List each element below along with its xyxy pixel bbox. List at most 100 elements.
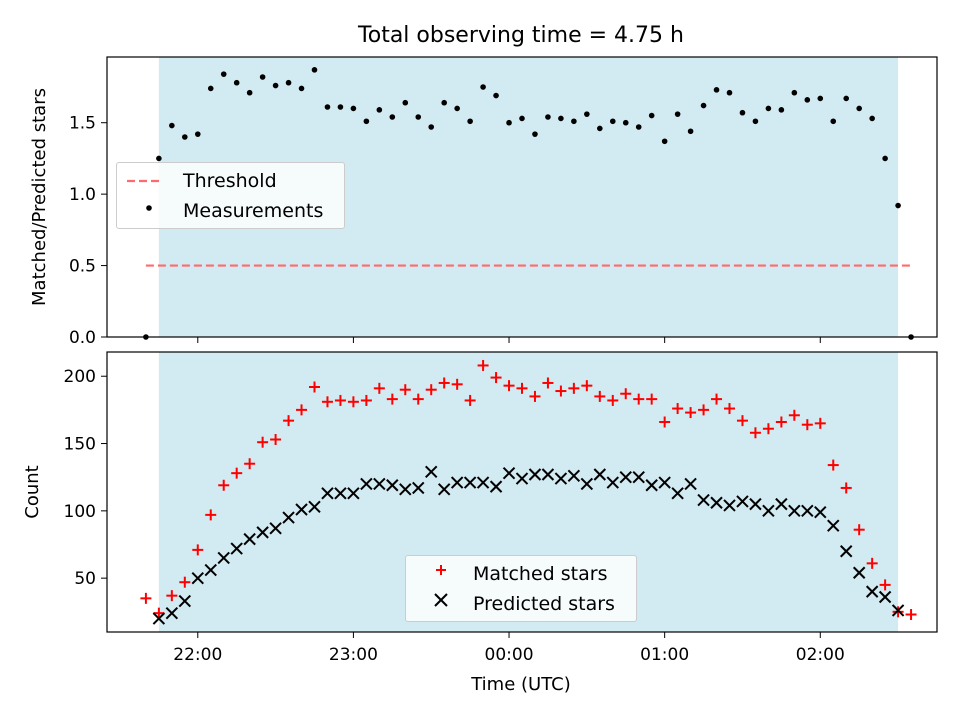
predicted-cross-b: [697, 493, 710, 507]
predicted-star-point: [152, 612, 166, 625]
matched-star-point: [542, 377, 554, 389]
matched-star-point: [347, 396, 359, 408]
predicted-star-point: [489, 480, 503, 493]
predicted-star-point: [749, 497, 762, 511]
measurement-point: [778, 107, 785, 113]
measurement-point: [220, 71, 227, 77]
predicted-cross-b: [217, 551, 230, 565]
measurement-point: [156, 155, 162, 162]
predicted-cross-b: [191, 571, 204, 585]
bottom-axes-frame: [106, 351, 938, 633]
predicted-cross-b: [671, 487, 684, 500]
threshold-legend-line: [127, 179, 159, 183]
predicted-cross-b: [321, 487, 334, 500]
predicted-cross-b: [801, 504, 814, 518]
predicted-cross-b: [645, 479, 658, 492]
predicted-cross-b: [684, 477, 697, 491]
measurement-point: [441, 99, 447, 106]
predicted-star-point: [788, 504, 801, 518]
predicted-star-point: [684, 477, 697, 491]
measurement-point: [895, 202, 901, 209]
predicted-cross-b: [619, 470, 632, 484]
measurements-legend-marker: [146, 205, 152, 211]
matched-star-point: [205, 509, 217, 521]
predicted-cross-b: [878, 590, 892, 604]
predicted-cross-b: [450, 476, 464, 489]
predicted-cross-b: [437, 483, 451, 496]
predicted-cross-b: [580, 477, 594, 491]
predicted-star-point: [217, 551, 230, 565]
measurement-point: [493, 92, 499, 99]
predicted-star-point: [282, 511, 295, 524]
predicted-star-point: [541, 468, 555, 481]
predicted-cross-b: [723, 499, 736, 512]
legend-label-measurements: Measurements: [183, 200, 324, 222]
matched-star-point: [866, 557, 878, 569]
predicted-star-point: [814, 505, 827, 519]
predicted-cross-b: [827, 519, 840, 532]
matched-star-point: [373, 382, 385, 394]
predicted-legend-cross-b: [434, 593, 448, 607]
matched-star-point: [244, 458, 256, 470]
predicted-cross-b: [541, 468, 555, 481]
predicted-cross-b: [165, 606, 179, 620]
measurement-point: [285, 79, 292, 86]
predicted-cross-b: [606, 476, 619, 489]
predicted-star-point: [425, 465, 438, 479]
predicted-star-point: [827, 519, 840, 532]
matched-star-point: [179, 576, 191, 588]
predicted-star-point: [165, 606, 179, 620]
measurement-point: [182, 134, 188, 140]
predicted-cross-b: [334, 487, 347, 500]
matched-star-point: [516, 382, 528, 394]
predicted-cross-b: [386, 479, 399, 492]
predicted-cross-b: [360, 477, 373, 491]
measurement-point: [246, 89, 253, 96]
predicted-cross-b: [152, 612, 166, 625]
predicted-star-point: [399, 483, 412, 496]
predicted-star-point: [878, 590, 892, 604]
top-chart-title: Total observing time = 4.75 h: [357, 23, 684, 48]
predicted-star-point: [658, 476, 671, 489]
measurement-point: [545, 114, 551, 120]
predicted-star-point: [619, 470, 632, 484]
predicted-cross-b: [593, 468, 607, 481]
predicted-star-point: [567, 469, 581, 483]
predicted-cross-b: [399, 483, 412, 496]
predicted-star-point: [528, 468, 542, 481]
measurement-point: [571, 118, 577, 125]
predicted-cross-b: [256, 526, 269, 539]
measurement-point: [597, 125, 603, 132]
top-axes-layer: 0.0 0.5 1.0 1.5: [69, 114, 821, 348]
measurement-point: [480, 84, 486, 90]
matched-stars-legend-marker: [436, 565, 446, 575]
matched-star-point: [633, 393, 645, 405]
predicted-cross-b: [736, 495, 749, 508]
measurement-point: [233, 79, 240, 86]
predicted-star-point: [801, 504, 814, 518]
predicted-star-point: [671, 487, 684, 500]
measurement-point: [817, 95, 824, 102]
legend-item-predicted-stars: Predicted stars: [406, 589, 636, 619]
predicted-star-point: [606, 476, 619, 489]
matched-star-point: [218, 479, 230, 491]
predicted-cross-b: [347, 487, 360, 500]
predicted-cross-b: [502, 466, 516, 480]
measurement-point: [415, 114, 422, 120]
measurement-point: [700, 102, 707, 109]
matched-star-point: [685, 407, 697, 419]
measurement-point: [363, 118, 370, 125]
measurement-point: [882, 155, 888, 162]
measurement-point: [506, 119, 512, 126]
predicted-star-point: [437, 483, 451, 496]
x-axis-label: Time (UTC): [470, 674, 571, 695]
bottom-panel: 50 100 150 200 22:00 23:00 00:00 01:00 02:00 Cou…: [22, 351, 938, 695]
measurement-point: [661, 138, 668, 145]
predicted-star-point: [775, 497, 788, 511]
matched-star-point: [386, 393, 398, 405]
predicted-star-point: [723, 499, 736, 512]
measurement-point: [804, 97, 811, 103]
matched-star-point: [905, 609, 917, 620]
predicted-cross-b: [373, 477, 386, 491]
measurement-point: [272, 82, 279, 89]
